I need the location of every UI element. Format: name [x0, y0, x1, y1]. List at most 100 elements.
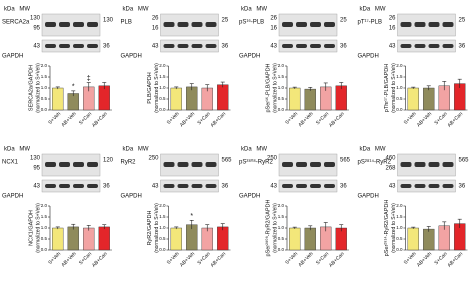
- x-tick-label: AB+Can: [210, 251, 228, 269]
- blot-band: [191, 22, 203, 27]
- y-tick-label: 1.0: [278, 225, 285, 230]
- mw-marker: 26: [389, 16, 396, 22]
- significance-mark: *: [190, 213, 193, 220]
- x-tick-label: AB+Veh: [179, 251, 196, 268]
- blot-band: [282, 184, 293, 188]
- loading-mw: 43: [270, 44, 277, 50]
- mw-marker: 95: [33, 166, 40, 172]
- bar: [52, 87, 64, 111]
- y-tick-label: 1.0: [41, 85, 48, 90]
- blot-band: [191, 162, 203, 167]
- y-tick-label: 0.5: [41, 236, 48, 241]
- bar: [83, 227, 95, 251]
- y-tick-label: 0.0: [396, 107, 403, 112]
- mw-right: 25: [340, 18, 347, 24]
- blot: [41, 153, 101, 177]
- loading-label: GAPDH: [239, 54, 260, 60]
- blot-band: [205, 162, 217, 167]
- blot-band: [442, 44, 454, 48]
- y-tick-label: 2.0: [159, 203, 166, 208]
- y-tick-label: 0.5: [41, 96, 48, 101]
- blot-band: [442, 22, 454, 27]
- loading-blot: [397, 179, 456, 193]
- y-tick-label: 1.0: [159, 225, 166, 230]
- kda-label: kDa: [241, 7, 252, 13]
- blot-band: [191, 44, 203, 48]
- blot-band: [87, 184, 98, 188]
- blot-band: [414, 44, 426, 48]
- blot-band: [442, 162, 454, 167]
- y-tick-label: 2.0: [41, 63, 48, 68]
- y-tick-label: 2.0: [278, 63, 285, 68]
- bar: [407, 227, 419, 251]
- y-tick-label: 0.0: [278, 247, 285, 252]
- kda-label: kDa: [4, 7, 15, 13]
- blot-band: [414, 162, 426, 167]
- blot-band: [59, 184, 70, 188]
- y-tick-label: 2.0: [159, 63, 166, 68]
- loading-mw: 43: [152, 44, 159, 50]
- blot-band: [324, 162, 335, 167]
- loading-label: GAPDH: [2, 54, 23, 60]
- loading-label: GAPDH: [358, 194, 379, 200]
- y-tick-label: 0.5: [396, 96, 403, 101]
- blot-band: [177, 184, 189, 188]
- blot-band: [296, 22, 307, 27]
- blot-band: [73, 184, 84, 188]
- mw-marker: 250: [267, 156, 278, 162]
- y-tick-label: 1.5: [159, 214, 166, 219]
- mw-marker: 460: [385, 156, 396, 162]
- significance-mark: ‡: [87, 75, 91, 82]
- loading-mw: 43: [270, 184, 277, 190]
- blot-band: [73, 44, 84, 48]
- blot-band: [73, 22, 84, 27]
- y-axis-label: RyR2/GAPDH: [147, 211, 153, 246]
- loading-mw: 36: [340, 44, 347, 50]
- mw-right: 120: [103, 158, 114, 164]
- bar: [170, 227, 182, 251]
- y-tick-label: 0.5: [278, 96, 285, 101]
- bar: [423, 228, 435, 251]
- blot: [397, 153, 456, 177]
- mw-right: 130: [103, 18, 114, 24]
- kda-label: kDa: [360, 7, 371, 13]
- loading-mw: 36: [340, 184, 347, 190]
- y-tick-label: 0.0: [41, 107, 48, 112]
- blot-band: [87, 44, 98, 48]
- x-tick-label: AB+Can: [447, 251, 465, 269]
- y-axis-label: pThr¹⁷-PLB/GAPDH: [383, 64, 390, 112]
- y-axis-label: pSer²⁸⁰⁸-RyR2/GAPDH: [264, 199, 271, 256]
- kda-label: kDa: [123, 147, 134, 153]
- blot-band: [59, 22, 70, 27]
- bar: [52, 227, 64, 251]
- x-tick-label: AB+Veh: [297, 251, 314, 268]
- y-tick-label: 0.0: [278, 107, 285, 112]
- blot: [41, 13, 101, 37]
- blot-band: [310, 22, 321, 27]
- loading-label: GAPDH: [121, 54, 142, 60]
- blot-band: [296, 162, 307, 167]
- blot-label: pS¹⁶-PLB: [239, 19, 264, 26]
- blot-band: [428, 22, 440, 27]
- blot-band: [400, 162, 412, 167]
- y-axis-label: SERCA2a/GAPDH: [28, 65, 34, 111]
- y-tick-label: 1.5: [159, 74, 166, 79]
- blot-label: pS²⁸¹⁴-RyR2: [358, 159, 392, 166]
- x-tick-label: AB+Veh: [60, 251, 77, 268]
- blot: [278, 13, 338, 37]
- loading-mw: 43: [389, 184, 396, 190]
- bar: [186, 86, 198, 111]
- y-axis-label-2: (normalized to S+Veh): [154, 203, 160, 253]
- loading-mw: 43: [152, 184, 159, 190]
- blot-band: [205, 22, 217, 27]
- mw-marker: 16: [152, 26, 159, 32]
- y-tick-label: 1.5: [396, 214, 403, 219]
- blot: [160, 13, 219, 37]
- y-tick-label: 1.5: [278, 214, 285, 219]
- blot-band: [414, 184, 426, 188]
- blot-band: [205, 184, 217, 188]
- y-tick-label: 1.0: [396, 85, 403, 90]
- bar: [407, 87, 419, 111]
- blot-band: [45, 162, 56, 167]
- blot-band: [163, 22, 175, 27]
